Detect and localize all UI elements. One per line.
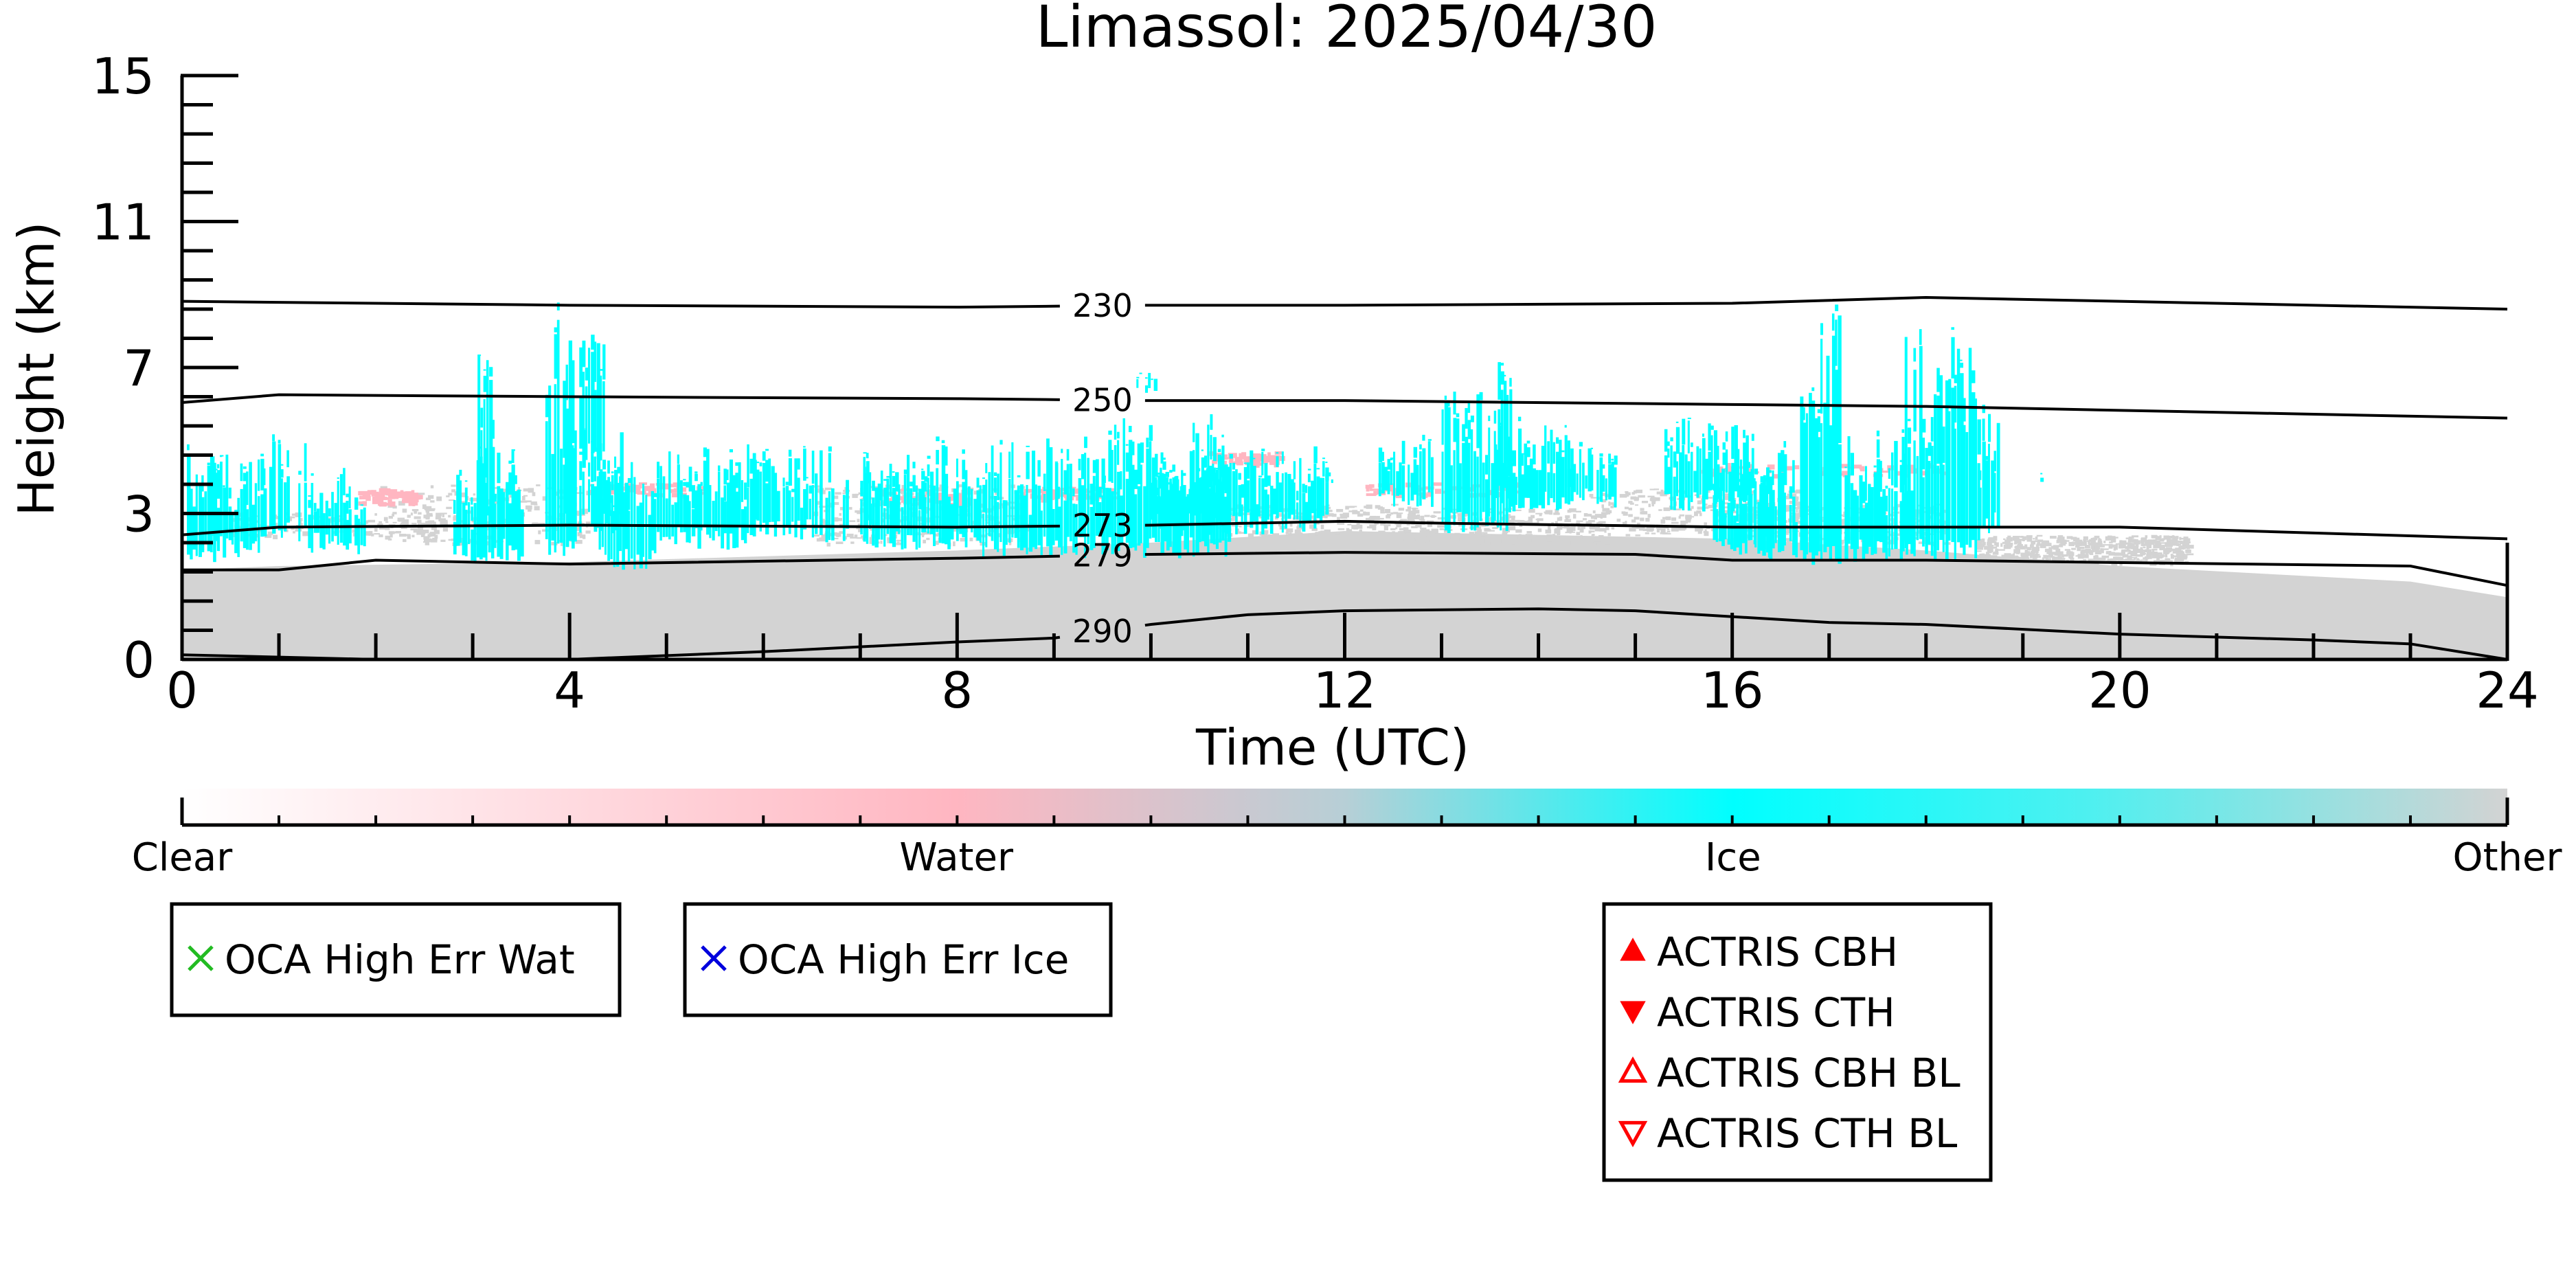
legend-frame [170, 902, 622, 1017]
contour-line [182, 554, 1060, 572]
x-axis-label: Time (UTC) [1195, 719, 1469, 776]
y-tick-label: 0 [123, 631, 155, 689]
legend-item: ACTRIS CBH [1620, 929, 1898, 975]
contour-line [1144, 551, 2508, 587]
contour-line [1144, 519, 2508, 541]
x-tick-label: 12 [1313, 662, 1377, 719]
y-axis-label: Height (km) [8, 222, 65, 517]
legend-label: OCA High Err Wat [225, 936, 575, 983]
contour-273: 273 [181, 507, 2508, 544]
other-speckle [1974, 534, 2194, 567]
x-tick-label: 24 [2476, 662, 2539, 719]
legend-label: ACTRIS CTH [1657, 989, 1895, 1036]
triangle-down-icon [1618, 1120, 1648, 1148]
legend-frame [683, 902, 1113, 1017]
contour-line [181, 300, 1060, 309]
legend-label: ACTRIS CBH [1657, 929, 1898, 975]
x-marker-icon [188, 945, 214, 971]
colorbar-label: Water [899, 835, 1014, 880]
contour-label: 290 [1072, 613, 1133, 650]
legend-item: OCA High Err Ice [701, 936, 1069, 983]
contour-line [181, 393, 1060, 404]
legend-item: ACTRIS CBH BL [1618, 1050, 1961, 1096]
contour-line [1144, 295, 2508, 310]
y-tick-label: 7 [123, 339, 155, 397]
contour-line [181, 523, 1060, 536]
legend-label: ACTRIS CBH BL [1657, 1050, 1961, 1096]
triangle-down-icon [1620, 1001, 1646, 1025]
legend-item: ACTRIS CTH BL [1618, 1110, 1957, 1157]
x-tick-label: 8 [941, 662, 973, 719]
legend-box: ACTRIS CBH ACTRIS CTH ACTRIS CBH BL ACTRIS … [1602, 902, 1993, 1182]
legend-box: OCA High Err Wat [170, 902, 622, 1017]
contour-line [1144, 399, 2508, 420]
colorbar-label: Ice [1705, 835, 1761, 880]
legend-frame [1602, 902, 1993, 1182]
legend-label: OCA High Err Ice [738, 936, 1069, 983]
x-tick-label: 16 [1701, 662, 1764, 719]
contour-279: 279 [182, 536, 2508, 587]
x-marker-icon [701, 945, 727, 971]
triangle-up-icon [1620, 937, 1646, 961]
legend-label: ACTRIS CTH BL [1657, 1110, 1957, 1157]
triangle-up-icon [1618, 1056, 1648, 1083]
x-tick-label: 20 [2088, 662, 2151, 719]
colorbar: Clear Water Ice Other [132, 789, 2562, 880]
cloud-classification-field [182, 302, 2507, 659]
contour-230: 230 [181, 287, 2508, 324]
ice-cloud [187, 302, 2044, 570]
x-tick-label: 4 [554, 662, 585, 719]
water-patch [358, 488, 423, 507]
other-region [182, 531, 2507, 659]
contour-label: 230 [1072, 287, 1133, 324]
chart-title: Limassol: 2025/04/30 [1036, 0, 1658, 60]
x-tick-label: 0 [166, 662, 198, 719]
legend-box: OCA High Err Ice [683, 902, 1113, 1017]
contour-label: 273 [1072, 507, 1133, 544]
axes: 0 4 8 12 16 20 24 0 3 7 11 15 [91, 47, 2538, 719]
legend-item: OCA High Err Wat [188, 936, 575, 983]
y-tick-label: 15 [91, 47, 155, 105]
colorbar-label: Other [2452, 835, 2562, 880]
y-tick-label: 3 [123, 486, 155, 543]
colorbar-label: Clear [132, 835, 233, 880]
legends: OCA High Err Wat OCA High Err Ice ACTRIS C… [170, 902, 1993, 1182]
contour-label: 250 [1072, 381, 1133, 418]
contour-250: 250 [181, 381, 2508, 420]
contour-label: 279 [1072, 536, 1133, 574]
y-tick-label: 11 [91, 194, 155, 251]
legend-item: ACTRIS CTH [1620, 989, 1895, 1036]
